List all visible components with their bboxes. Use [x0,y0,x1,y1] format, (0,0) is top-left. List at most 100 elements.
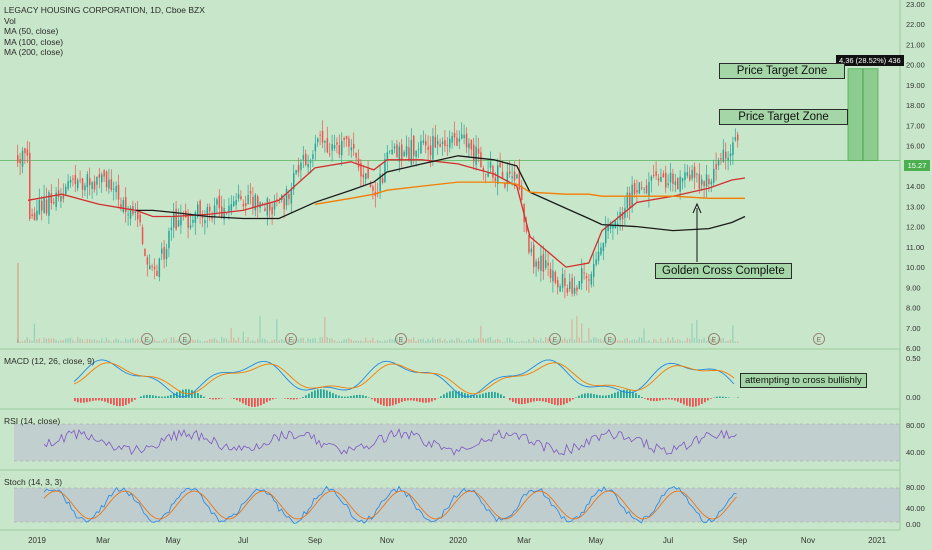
macd-hist-bar [428,398,430,403]
volume-bar [103,341,105,343]
volume-bar [535,339,537,343]
volume-bar [245,340,247,343]
candle-body [48,192,50,216]
macd-hist-bar [596,394,598,398]
candle-body [117,184,120,200]
volume-bar [360,340,362,343]
candle-body [24,148,26,154]
candle-body [434,136,437,148]
candle-body [221,206,223,217]
candle-body [273,201,276,210]
candle-body [168,230,170,249]
volume-bar [684,341,686,343]
macd-hist-bar [413,398,415,401]
candle-body [187,215,189,228]
candle-body [559,286,561,292]
x-tick-label: May [165,536,180,545]
volume-bar [81,339,84,343]
candle-body [732,142,734,156]
candle-body [67,181,69,189]
macd-hist-bar [257,398,259,407]
macd-hist-bar [479,394,481,398]
volume-bar [336,341,338,343]
earnings-icon [179,333,191,345]
volume-bar [588,328,590,343]
macd-hist-bar [356,394,358,398]
volume-bar [506,337,508,343]
candle-body [549,268,552,278]
candle-body [254,194,257,211]
candle-body [405,146,408,156]
volume-bar [636,340,638,343]
candle-body [677,177,679,189]
macd-hist-bar [362,395,364,398]
volume-bar [374,341,376,343]
volume-bar [139,340,141,343]
candle-body [703,181,705,187]
macd-hist-bar [674,398,676,401]
volume-bar [585,340,588,343]
volume-bar [492,340,494,343]
volume-bar [629,340,631,343]
volume-bar [571,319,573,343]
volume-bar [110,341,112,343]
earnings-icon [285,333,297,345]
volume-bar [235,340,237,343]
macd-hist-bar [212,398,214,400]
volume-bar [288,338,290,343]
volume-bar [209,338,211,343]
volume-bar [165,338,168,343]
candle-body [305,153,307,166]
candle-body [734,137,737,141]
macd-hist-bar [542,398,544,402]
volume-bar [720,338,722,343]
volume-bar [621,340,624,343]
macd-hist-bar [326,390,328,398]
macd-hist-bar [467,394,469,398]
candle-body [329,153,331,155]
earnings-label: E [289,337,294,344]
macd-hist-bar [263,398,265,404]
volume-bar [377,340,379,343]
rsi-tick-label: 40.00 [906,448,925,457]
macd-hist-bar [440,396,442,398]
macd-hist-bar [89,398,91,402]
volume-bar [113,340,115,343]
candle-body [197,204,199,218]
candle-body [552,270,554,282]
macd-label: MACD (12, 26, close, 9) [4,356,95,366]
price-tick-label: 7.00 [906,324,921,333]
volume-bar [254,341,256,343]
macd-hist-bar [686,398,688,406]
candle-body [175,208,177,230]
candle-body [535,261,537,267]
macd-hist-bar [215,398,217,400]
candle-body [578,281,581,289]
volume-bar [605,337,607,343]
candle-body [449,138,451,148]
volume-bar [583,341,585,343]
candle-body [161,248,163,254]
volume-bar [501,341,504,343]
candle-body [655,171,657,176]
candle-body [317,138,319,143]
macd-hist-bar [140,396,142,398]
volume-bar [105,337,108,343]
macd-hist-bar [539,398,541,401]
volume-bar [648,340,650,343]
candle-body [595,259,597,265]
volume-bar [252,340,254,343]
volume-bar [432,337,434,343]
candle-body [261,203,264,205]
candle-body [504,182,506,188]
candle-body [691,170,693,179]
macd-hist-bar [77,398,79,403]
rsi-line [43,428,737,456]
candle-body [713,168,715,183]
earnings-label: E [608,337,613,344]
candle-body [257,196,259,207]
volume-bar [549,338,552,343]
macd-hist-bar [626,389,628,398]
candle-body [597,251,600,261]
volume-bar [43,337,45,343]
